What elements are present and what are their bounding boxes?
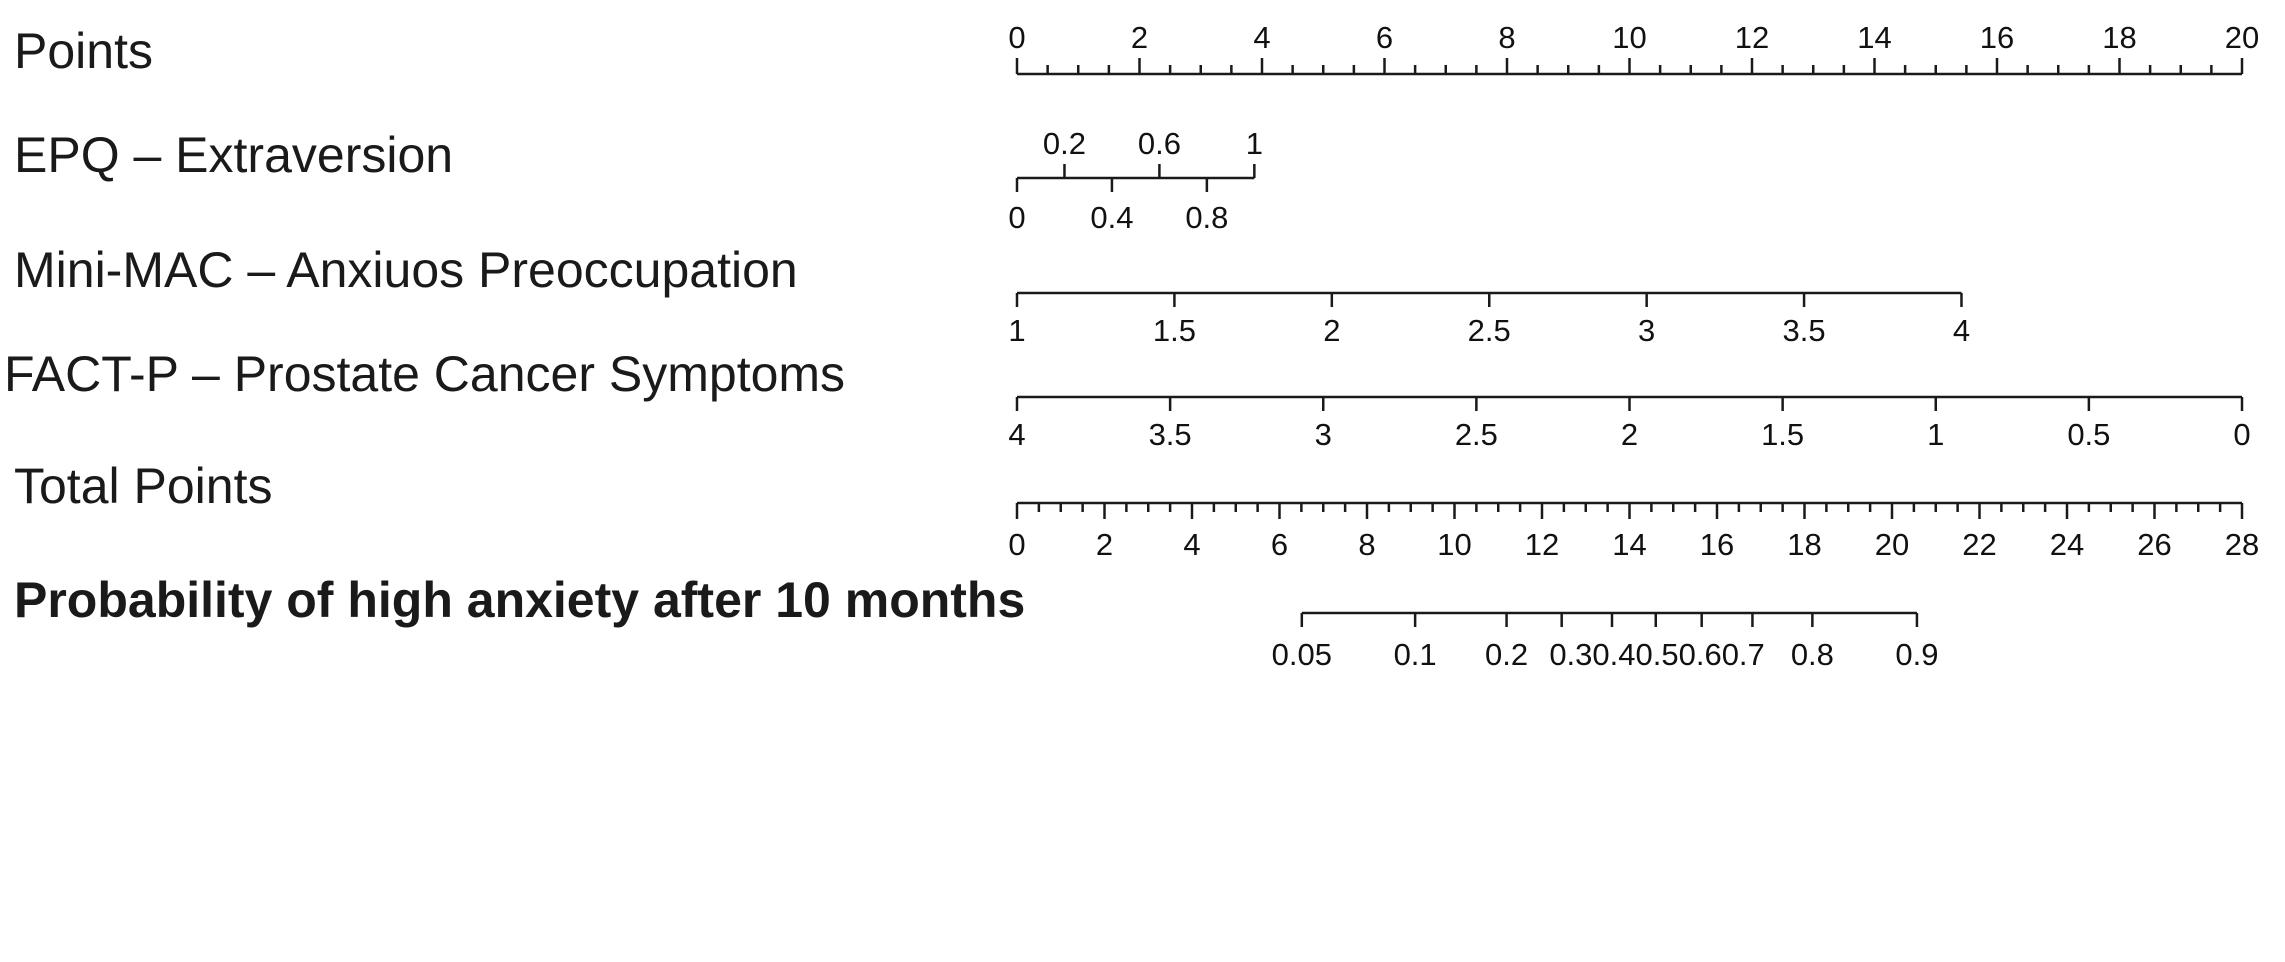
probability-tick-label-0p9: 0.9 (1895, 637, 1938, 672)
epq-extraversion-row-label: EPQ – Extraversion (14, 127, 453, 183)
points-tick-label-4: 4 (1253, 20, 1270, 55)
points-tick-label-14: 14 (1857, 20, 1891, 55)
probability-tick-label-0p8: 0.8 (1791, 637, 1834, 672)
points-tick-label-8: 8 (1498, 20, 1515, 55)
fact-p-tick-label-1p5: 1.5 (1761, 417, 1804, 452)
mini-mac-tick-label-1p5: 1.5 (1153, 313, 1196, 348)
mini-mac-tick-label-2p5: 2.5 (1468, 313, 1511, 348)
points-tick-label-2: 2 (1131, 20, 1148, 55)
total-points-tick-label-2: 2 (1096, 527, 1113, 562)
points-tick-label-18: 18 (2102, 20, 2136, 55)
points-tick-label-16: 16 (1980, 20, 2014, 55)
total-points-tick-label-4: 4 (1183, 527, 1200, 562)
points-row-label: Points (14, 23, 153, 79)
total-points-tick-label-18: 18 (1787, 527, 1821, 562)
probability-tick-label-0p30p40p50p60p7: 0.30.40.50.60.7 (1549, 637, 1764, 672)
fact-p-tick-label-0: 0 (2233, 417, 2250, 452)
fact-p-axis: 4 3.5 3 2.5 2 1.5 1 0.5 0 (1008, 395, 2251, 452)
fact-p-tick-label-2: 2 (1621, 417, 1638, 452)
points-axis: 0 2 4 6 8 10 12 14 16 18 20 (1008, 20, 2259, 76)
epq-extraversion-axis: 0 0.2 0.4 0.6 0.8 1 (1008, 126, 1263, 235)
total-points-tick-label-22: 22 (1962, 527, 1996, 562)
points-tick-label-20: 20 (2225, 20, 2259, 55)
epq-tick-label-0p2: 0.2 (1043, 126, 1086, 161)
total-points-tick-label-12: 12 (1525, 527, 1559, 562)
fact-p-tick-label-0p5: 0.5 (2067, 417, 2110, 452)
mini-mac-tick-label-1: 1 (1008, 313, 1025, 348)
total-points-tick-label-24: 24 (2050, 527, 2084, 562)
mini-mac-tick-label-3: 3 (1638, 313, 1655, 348)
points-tick-label-6: 6 (1376, 20, 1393, 55)
row-points: Points 0 2 4 6 8 10 12 14 16 18 20 (14, 20, 2259, 79)
epq-tick-label-0p8: 0.8 (1185, 200, 1228, 235)
fact-p-tick-label-1: 1 (1927, 417, 1944, 452)
row-mini-mac-anxious-preoccupation: Mini-MAC – Anxiuos Preoccupation 1 1.5 2 2.… (14, 242, 1970, 348)
row-fact-p-prostate-cancer-symptoms: FACT-P – Prostate Cancer Symptoms 4 3.5 3 2… (4, 346, 2251, 452)
fact-p-tick-label-2p5: 2.5 (1455, 417, 1498, 452)
epq-tick-label-0p4: 0.4 (1090, 200, 1133, 235)
fact-p-row-label: FACT-P – Prostate Cancer Symptoms (4, 346, 845, 402)
fact-p-tick-label-3p5: 3.5 (1149, 417, 1192, 452)
fact-p-tick-label-3: 3 (1315, 417, 1332, 452)
total-points-tick-label-8: 8 (1358, 527, 1375, 562)
probability-tick-label-0p05: 0.05 (1272, 637, 1332, 672)
probability-tick-label-0p1: 0.1 (1394, 637, 1437, 672)
points-tick-label-0: 0 (1008, 20, 1025, 55)
total-points-tick-label-20: 20 (1875, 527, 1909, 562)
row-epq-extraversion: EPQ – Extraversion 0 0.2 0.4 0.6 0.8 1 (14, 126, 1263, 235)
probability-tick-label-0p2: 0.2 (1485, 637, 1528, 672)
total-points-tick-label-10: 10 (1437, 527, 1471, 562)
epq-tick-label-0p6: 0.6 (1138, 126, 1181, 161)
epq-tick-label-0: 0 (1008, 200, 1025, 235)
mini-mac-tick-label-2: 2 (1323, 313, 1340, 348)
probability-axis: 0.05 0.1 0.2 0.30.40.50.60.7 0.8 0.9 (1272, 611, 1938, 672)
total-points-axis: 0 2 4 6 8 10 12 14 16 18 20 22 24 26 28 (1008, 501, 2259, 562)
total-points-tick-label-28: 28 (2225, 527, 2259, 562)
points-tick-label-12: 12 (1735, 20, 1769, 55)
points-tick-label-10: 10 (1612, 20, 1646, 55)
mini-mac-axis: 1 1.5 2 2.5 3 3.5 4 (1008, 291, 1970, 348)
total-points-row-label: Total Points (14, 458, 272, 514)
row-total-points: Total Points 0 2 4 6 8 10 12 14 16 18 20 22 24 26 28 (14, 458, 2259, 562)
row-probability: Probability of high anxiety after 10 mon… (14, 572, 1938, 672)
total-points-tick-label-26: 26 (2137, 527, 2171, 562)
mini-mac-tick-label-4: 4 (1953, 313, 1970, 348)
probability-row-label: Probability of high anxiety after 10 mon… (14, 572, 1025, 628)
mini-mac-tick-label-3p5: 3.5 (1783, 313, 1826, 348)
total-points-tick-label-14: 14 (1612, 527, 1646, 562)
mini-mac-row-label: Mini-MAC – Anxiuos Preoccupation (14, 242, 798, 298)
fact-p-tick-label-4: 4 (1008, 417, 1025, 452)
total-points-tick-label-6: 6 (1271, 527, 1288, 562)
total-points-tick-label-16: 16 (1700, 527, 1734, 562)
epq-tick-label-1: 1 (1246, 126, 1263, 161)
total-points-tick-label-0: 0 (1008, 527, 1025, 562)
